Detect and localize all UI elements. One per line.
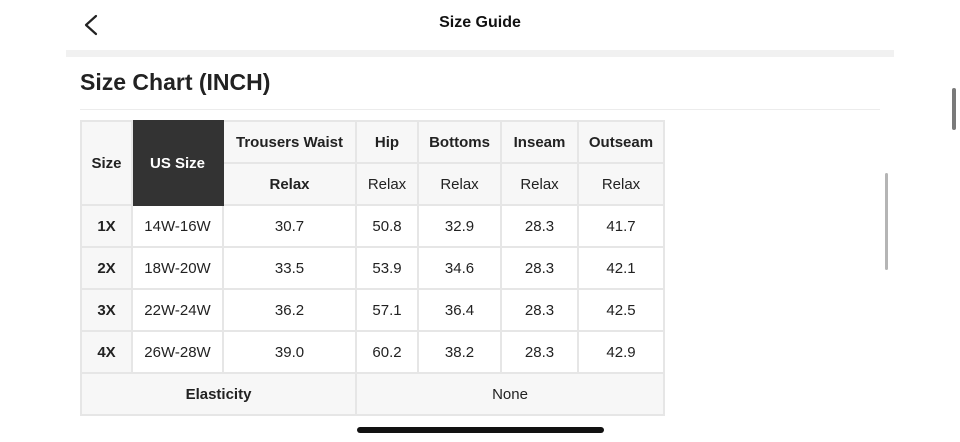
us-size-cell: 18W-20W [131, 246, 224, 290]
header-divider [66, 50, 894, 57]
section-title: Size Chart (INCH) [80, 69, 271, 95]
size-cell: 1X [80, 204, 133, 248]
trousers-waist-subheader: Relax [222, 162, 357, 206]
table-header-row: Size US Size Trousers Waist Hip Bottoms … [80, 120, 665, 206]
outseam-header: Outseam [577, 120, 665, 164]
elasticity-value: None [355, 372, 665, 416]
size-cell: 3X [80, 288, 133, 332]
us-size-column-header: US Size [131, 120, 224, 206]
us-size-cell: 14W-16W [131, 204, 224, 248]
bottoms-cell: 34.6 [417, 246, 502, 290]
hip-cell: 60.2 [355, 330, 419, 374]
trousers-waist-cell: 33.5 [222, 246, 357, 290]
inseam-cell: 28.3 [500, 330, 579, 374]
table-row: 2X 18W-20W 33.5 53.9 34.6 28.3 42.1 [80, 246, 665, 290]
bottoms-cell: 38.2 [417, 330, 502, 374]
outseam-cell: 42.1 [577, 246, 665, 290]
outseam-cell: 41.7 [577, 204, 665, 248]
us-size-cell: 22W-24W [131, 288, 224, 332]
bottoms-cell: 36.4 [417, 288, 502, 332]
size-column-header: Size [80, 120, 133, 206]
inseam-header: Inseam [500, 120, 579, 164]
top-bar: Size Guide [0, 0, 960, 50]
hip-cell: 53.9 [355, 246, 419, 290]
home-indicator[interactable] [357, 427, 604, 433]
trousers-waist-cell: 30.7 [222, 204, 357, 248]
hip-subheader: Relax [355, 162, 419, 206]
trousers-waist-header: Trousers Waist [222, 120, 357, 164]
table-row: 4X 26W-28W 39.0 60.2 38.2 28.3 42.9 [80, 330, 665, 374]
elasticity-label: Elasticity [80, 372, 357, 416]
table-row: 3X 22W-24W 36.2 57.1 36.4 28.3 42.5 [80, 288, 665, 332]
chevron-left-icon [84, 14, 98, 36]
bottoms-subheader: Relax [417, 162, 502, 206]
table-subheader-row: Relax Relax Relax Relax Relax [81, 162, 665, 206]
us-size-cell: 26W-28W [131, 330, 224, 374]
trousers-waist-cell: 36.2 [222, 288, 357, 332]
size-cell: 2X [80, 246, 133, 290]
trousers-waist-cell: 39.0 [222, 330, 357, 374]
hip-header: Hip [355, 120, 419, 164]
inseam-subheader: Relax [500, 162, 579, 206]
title-divider [80, 109, 880, 110]
size-cell: 4X [80, 330, 133, 374]
hip-cell: 50.8 [355, 204, 419, 248]
inseam-cell: 28.3 [500, 246, 579, 290]
back-button[interactable] [78, 10, 106, 40]
outseam-cell: 42.5 [577, 288, 665, 332]
hip-cell: 57.1 [355, 288, 419, 332]
table-scrollbar[interactable] [885, 173, 888, 270]
page-title: Size Guide [439, 14, 521, 31]
page-scrollbar[interactable] [952, 88, 956, 130]
table-row: 1X 14W-16W 30.7 50.8 32.9 28.3 41.7 [80, 204, 665, 248]
outseam-subheader: Relax [577, 162, 665, 206]
elasticity-row: Elasticity None [80, 372, 665, 416]
inseam-cell: 28.3 [500, 288, 579, 332]
size-chart-table: Size US Size Trousers Waist Hip Bottoms … [80, 120, 665, 416]
inseam-cell: 28.3 [500, 204, 579, 248]
bottoms-cell: 32.9 [417, 204, 502, 248]
outseam-cell: 42.9 [577, 330, 665, 374]
bottoms-header: Bottoms [417, 120, 502, 164]
